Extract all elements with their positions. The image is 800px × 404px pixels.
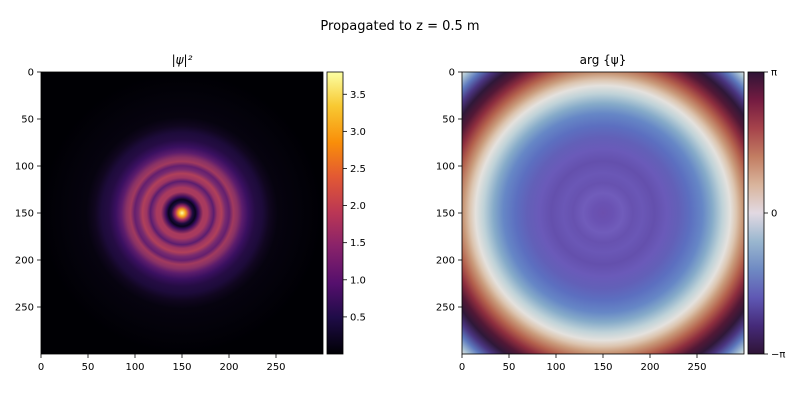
intensity-colorbar-tick-label: 1.0 — [350, 275, 366, 286]
intensity-colorbar-tick-label: 3.5 — [350, 90, 366, 101]
phase-colorbar-axis: π 0 −π — [764, 68, 785, 361]
phase-x-tick-label: 200 — [640, 362, 659, 373]
intensity-x-axis: 0 50 100 150 200 250 — [38, 354, 286, 373]
intensity-y-tick-label: 200 — [15, 256, 34, 267]
phase-x-tick-label: 0 — [459, 362, 465, 373]
intensity-x-tick-label: 0 — [38, 362, 44, 373]
intensity-y-tick-label: 250 — [15, 303, 34, 314]
intensity-y-axis: 0 50 100 150 200 250 — [15, 68, 41, 314]
phase-heatmap — [462, 72, 744, 354]
phase-x-tick-label: 250 — [687, 362, 706, 373]
phase-y-tick-label: 200 — [436, 256, 455, 267]
intensity-x-tick-label: 250 — [266, 362, 285, 373]
phase-y-tick-label: 50 — [442, 115, 455, 126]
intensity-y-tick-label: 0 — [28, 68, 34, 79]
phase-colorbar-tick-label: π — [771, 68, 777, 79]
intensity-panel: |ψ|² 0 50 100 150 200 250 0 50 100 150 200 250 0.5… — [15, 53, 366, 373]
intensity-colorbar-tick-label: 3.0 — [350, 127, 366, 138]
figure-suptitle: Propagated to z = 0.5 m — [320, 19, 479, 34]
phase-x-tick-label: 50 — [503, 362, 516, 373]
intensity-y-tick-label: 150 — [15, 209, 34, 220]
intensity-y-tick-label: 50 — [21, 115, 34, 126]
intensity-colorbar-tick-label: 2.0 — [350, 201, 366, 212]
intensity-colorbar-tick-label: 1.5 — [350, 238, 366, 249]
intensity-x-tick-label: 200 — [219, 362, 238, 373]
intensity-colorbar-axis: 0.5 1.0 1.5 2.0 2.5 3.0 3.5 — [343, 90, 366, 323]
phase-panel: arg {ψ} 0 50 100 150 200 250 050100150200250 … — [436, 53, 786, 373]
intensity-heatmap — [41, 72, 323, 354]
intensity-x-tick-label: 150 — [172, 362, 191, 373]
intensity-colorbar — [326, 71, 344, 355]
phase-x-axis: 0 50 100 150 200 250 — [459, 354, 707, 373]
phase-y-tick-label: 250 — [436, 303, 455, 314]
phase-x-tick-label: 100 — [546, 362, 565, 373]
phase-y-tick-label: 100 — [436, 162, 455, 173]
phase-y-tick-label: 0 — [449, 68, 455, 79]
phase-colorbar-tick-label: 0 — [771, 209, 777, 220]
phase-y-axis: 0 50 100 150 200 250 — [436, 68, 462, 314]
intensity-y-tick-label: 100 — [15, 162, 34, 173]
intensity-title: |ψ|² — [172, 53, 193, 67]
intensity-colorbar-tick-label: 0.5 — [350, 312, 366, 323]
phase-x-tick-label: 150 — [593, 362, 612, 373]
phase-colorbar-tick-label: −π — [771, 350, 785, 361]
phase-y-tick-label: 150 — [436, 209, 455, 220]
intensity-x-tick-label: 100 — [125, 362, 144, 373]
phase-colorbar — [747, 71, 765, 355]
intensity-x-tick-label: 50 — [82, 362, 95, 373]
phase-title: arg {ψ} — [580, 53, 627, 67]
intensity-colorbar-tick-label: 2.5 — [350, 164, 366, 175]
